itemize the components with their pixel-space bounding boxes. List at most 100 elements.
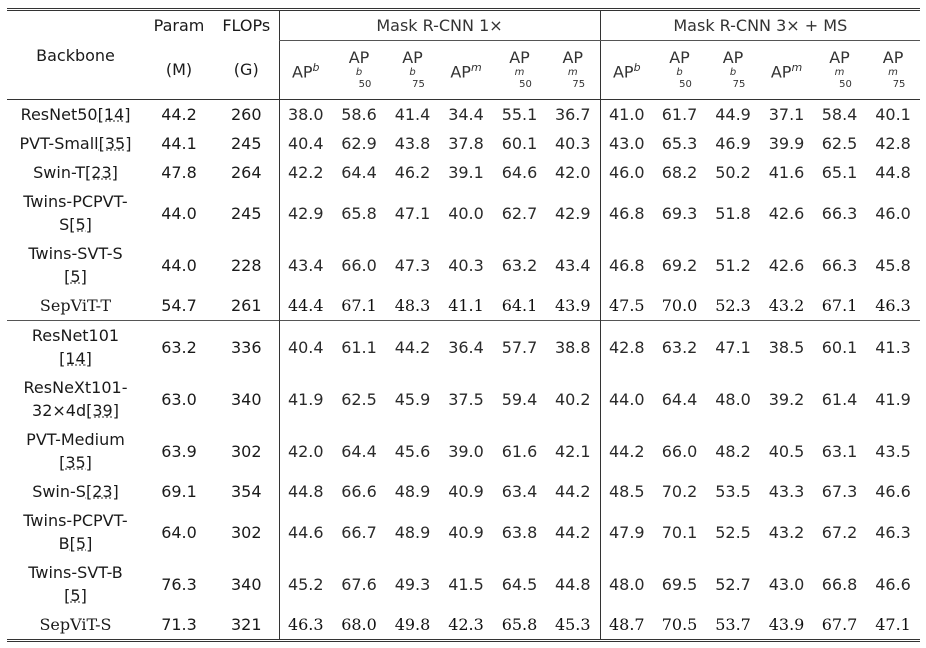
ap-1x-value: 48.9 [394, 522, 431, 542]
backbone-name-part: 32×4d [32, 401, 87, 420]
ap-3x-value: 58.4 [813, 99, 867, 129]
ap-3x-value: 40.5 [768, 441, 805, 461]
ap-3x-value: 69.3 [661, 203, 698, 223]
ap-3x-value: 42.8 [875, 134, 911, 153]
metric-sub-iou: 50 [519, 79, 532, 90]
ap-3x-value: 53.7 [706, 610, 761, 642]
ap-3x-value: 52.7 [715, 574, 751, 594]
ap-1x-value: 64.6 [501, 163, 538, 182]
header-param: Param [144, 8, 214, 41]
ap-1x-value: 40.3 [448, 255, 484, 275]
metric-sub-iou: 75 [412, 79, 425, 90]
ap-3x-value: 37.1 [760, 99, 814, 129]
ap-3x-value: 38.5 [760, 320, 814, 373]
metric-sub-type: b [729, 67, 737, 78]
metric-base: AP [882, 48, 904, 67]
table-row: PVT-Small[35] 44.1 245 40.4 62.9 43.8 37.8 60.1… [7, 129, 920, 158]
backbone-name-part: ResNet50 [20, 105, 98, 124]
header-flops-unit: (G) [233, 60, 259, 80]
ap-3x-value: 48.0 [599, 558, 654, 610]
backbone-name-part: PVT-Medium [26, 430, 125, 449]
ap-1x-value: 62.7 [501, 203, 538, 223]
ap-3x-value: 66.3 [821, 203, 858, 223]
ap-3x-value: 41.0 [599, 99, 654, 129]
metric-sub-type: b [355, 67, 363, 78]
metric-base: AP [291, 62, 313, 82]
ap-1x-value: 40.3 [554, 134, 591, 153]
ap-3x-value: 69.2 [661, 255, 698, 275]
table-row: Twins-PCPVT- S[5] 44.0 245 42.9 65.8 47.1 40.0 6… [7, 187, 920, 239]
ap-1x-value: 55.1 [493, 99, 546, 129]
ap-1x-value: 46.2 [394, 163, 431, 182]
ap-1x-value: 41.1 [448, 296, 484, 315]
ap-1x-value: 43.4 [554, 255, 591, 275]
ap-3x-value: 45.8 [875, 255, 911, 275]
param-value: 54.7 [161, 296, 197, 315]
metric-sub-iou: 50 [358, 79, 372, 90]
metric-base: AP [450, 62, 471, 82]
header-metric: APm [760, 41, 813, 100]
backbone-name: SepViT-S [7, 610, 144, 642]
ap-3x-value: 46.0 [875, 203, 911, 223]
ap-1x-value: 36.4 [439, 320, 493, 373]
ap-1x-value: 49.8 [386, 610, 439, 642]
flops-value: 354 [230, 482, 262, 501]
ap-1x-value: 42.0 [554, 163, 591, 182]
param-value: 63.0 [161, 389, 197, 409]
metric-sub-iou: 50 [679, 79, 692, 90]
ap-1x-value: 44.2 [554, 522, 591, 542]
ap-3x-value: 41.6 [768, 163, 805, 182]
ap-1x-value: 59.4 [501, 389, 538, 409]
ap-3x-value: 39.9 [768, 134, 805, 153]
param-value: 44.2 [144, 99, 214, 129]
backbone-name-part: [14] [97, 105, 131, 124]
backbone-name: ResNet101 [14] [7, 320, 144, 373]
param-value: 63.9 [161, 441, 197, 461]
backbone-name-part: S [59, 215, 70, 234]
ap-3x-value: 43.0 [599, 129, 654, 158]
backbone-name-part: [23] [85, 163, 118, 182]
header-metric: AP m 50 [813, 41, 866, 100]
backbone-name: PVT-Medium [35] [7, 425, 144, 477]
ap-3x-value: 66.3 [821, 255, 858, 275]
backbone-name: Twins-SVT-S [5] [7, 239, 144, 291]
param-value: 44.0 [161, 255, 197, 275]
metric-sub-type: m [888, 67, 898, 78]
ap-1x-value: 36.7 [546, 99, 601, 129]
ap-3x-value: 70.1 [661, 522, 698, 542]
ap-1x-value: 47.3 [394, 255, 431, 275]
ap-3x-value: 70.0 [661, 296, 698, 315]
backbone-name-part: 35] [65, 453, 92, 472]
metric-sup: m [470, 60, 482, 74]
ap-1x-value: 48.9 [394, 482, 431, 501]
ap-1x-value: 57.7 [493, 320, 546, 373]
ap-3x-value: 42.6 [768, 255, 805, 275]
ap-1x-value: 41.9 [278, 373, 332, 425]
backbone-name-part: [23] [85, 482, 119, 501]
ap-3x-value: 42.8 [599, 320, 654, 373]
flops-value: 264 [230, 163, 262, 182]
ap-1x-value: 62.9 [341, 134, 377, 153]
ap-1x-value: 42.1 [554, 441, 591, 461]
header-param-unit: (M) [165, 60, 193, 80]
header-group-mask-rcnn-1x: Mask R-CNN 1× [278, 8, 601, 41]
backbone-name-part: [ [59, 453, 66, 472]
metric-sup: b [312, 60, 320, 74]
ap-1x-value: 43.9 [554, 296, 591, 315]
param-value: 47.8 [161, 163, 197, 182]
ap-3x-value: 42.6 [768, 203, 805, 223]
ap-3x-value: 46.3 [875, 522, 911, 542]
ap-1x-value: 40.9 [448, 522, 484, 542]
header-flops: FLOPs [214, 8, 279, 41]
ap-3x-value: 61.4 [821, 389, 858, 409]
param-value: 63.2 [144, 320, 214, 373]
ap-3x-value: 47.1 [706, 320, 761, 373]
ap-1x-value: 40.4 [278, 320, 332, 373]
ap-1x-value: 47.1 [394, 203, 431, 223]
ap-3x-value: 44.8 [875, 163, 911, 182]
backbone-name: SepViT-T [7, 291, 144, 321]
ap-3x-value: 46.6 [875, 574, 911, 594]
table-row: ResNet101 [14] 63.2 336 40.4 61.1 44.2 36.4 57.7… [7, 320, 921, 373]
backbone-name-part: [ [64, 586, 71, 605]
ap-1x-value: 44.2 [386, 320, 439, 373]
